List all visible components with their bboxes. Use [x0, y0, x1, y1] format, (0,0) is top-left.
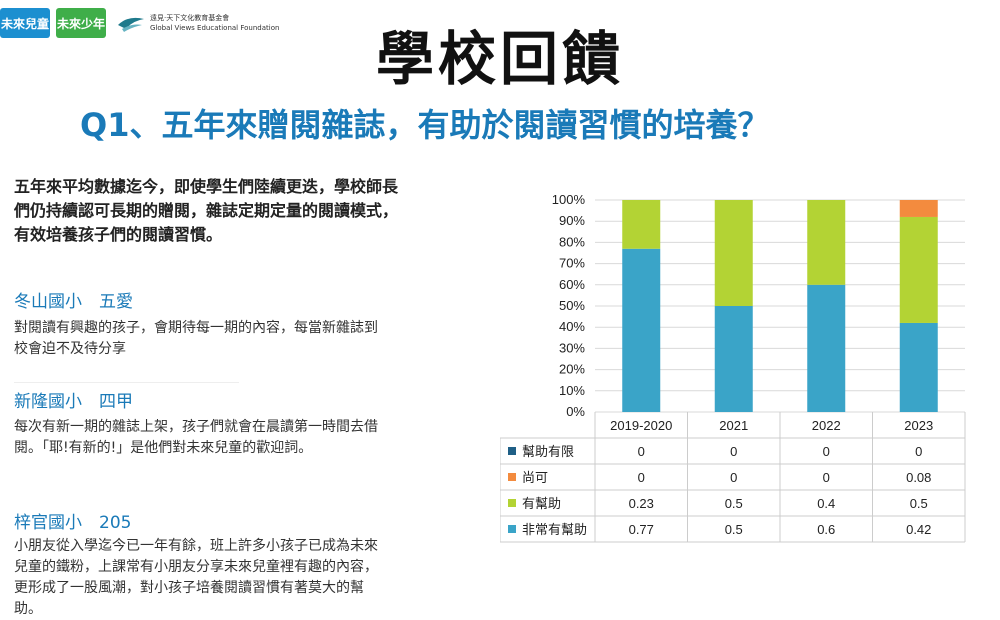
data-value-label: 0.5 — [725, 522, 743, 537]
y-tick-label: 0% — [566, 404, 585, 419]
future-teens-logo: 未來少年 — [56, 8, 106, 38]
y-tick-label: 80% — [559, 234, 585, 249]
legend-swatch — [508, 447, 516, 455]
question-heading: Q1、五年來贈閱雜誌，有助於閱讀習慣的培養？ — [80, 106, 770, 144]
data-value-label: 0.6 — [817, 522, 835, 537]
bar-segment — [714, 200, 753, 306]
bar-segment — [622, 200, 661, 249]
bar-segment — [622, 248, 661, 412]
future-kids-logo: 未來兒童 — [0, 8, 50, 38]
legend-label: 幫助有限 — [522, 444, 574, 460]
page-title: 學校回饋 — [375, 25, 624, 93]
data-value-label: 0.5 — [725, 496, 743, 511]
school-quote-3: 小朋友從入學迄今已一年有餘，班上許多小孩子已成為未來兒童的鐵粉，上課常有小朋友分… — [14, 538, 378, 617]
data-value-label: 0.77 — [629, 522, 654, 537]
y-tick-label: 60% — [559, 277, 585, 292]
intro-text: 五年來平均數據迄今，即使學生們陸續更迭，學校師長們仍持續認可長期的贈閱，雜誌定期… — [14, 177, 399, 244]
category-label: 2023 — [904, 418, 933, 433]
y-tick-label: 40% — [559, 319, 585, 334]
category-label: 2019-2020 — [610, 418, 672, 433]
bar-segment — [807, 200, 846, 285]
y-tick-label: 90% — [559, 213, 585, 228]
school-name-1: 冬山國小 五愛 — [14, 292, 133, 312]
bar-segment — [899, 322, 938, 412]
logo-bar: 未來兒童 未來少年 遠見‧天下文化教育基金會 Global Views Educ… — [0, 8, 279, 38]
bar-segment — [899, 200, 938, 217]
data-value-label: 0.23 — [629, 496, 654, 511]
data-value-label: 0 — [638, 470, 645, 485]
data-value-label: 0 — [638, 444, 645, 459]
y-tick-label: 30% — [559, 340, 585, 355]
y-tick-label: 10% — [559, 383, 585, 398]
y-tick-label: 50% — [559, 298, 585, 313]
legend-swatch — [508, 499, 516, 507]
foundation-name-zh: 遠見‧天下文化教育基金會 — [150, 14, 230, 22]
school-quote-2: 每次有新一期的雜誌上架，孩子們就會在晨讀第一時間去借閱。「耶!有新的!」是他們對… — [14, 419, 378, 456]
foundation-bird-icon — [118, 17, 144, 32]
bar-segment — [899, 216, 938, 323]
data-value-label: 0.5 — [910, 496, 928, 511]
bar-segment — [807, 284, 846, 412]
data-value-label: 0 — [823, 470, 830, 485]
data-value-label: 0 — [823, 444, 830, 459]
y-tick-label: 70% — [559, 256, 585, 271]
data-value-label: 0 — [730, 444, 737, 459]
bar-segment — [714, 306, 753, 412]
legend-label: 有幫助 — [522, 496, 561, 512]
school-name-2: 新隆國小 四甲 — [14, 392, 133, 412]
divider — [14, 382, 239, 383]
y-tick-label: 20% — [559, 362, 585, 377]
category-label: 2022 — [812, 418, 841, 433]
data-value-label: 0.42 — [906, 522, 931, 537]
school-name-3: 梓官國小 205 — [14, 513, 132, 533]
legend-label: 非常有幫助 — [522, 522, 587, 538]
legend-label: 尚可 — [522, 471, 548, 486]
data-value-label: 0 — [915, 444, 922, 459]
school-quote-1: 對閱讀有興趣的孩子，會期待每一期的內容，每當新雜誌到校會迫不及待分享 — [14, 320, 378, 357]
data-value-label: 0.08 — [906, 470, 931, 485]
y-tick-label: 100% — [552, 192, 586, 207]
legend-swatch — [508, 525, 516, 533]
foundation-logo: 遠見‧天下文化教育基金會 Global Views Educational Fo… — [116, 13, 279, 33]
category-label: 2021 — [719, 418, 748, 433]
data-value-label: 0 — [730, 470, 737, 485]
data-value-label: 0.4 — [817, 496, 835, 511]
legend-swatch — [508, 473, 516, 481]
stacked-bar-chart: 0% 10% 20% 30% 40% 50% 60% 70% 80% 90% 100% 2019-20… — [500, 192, 966, 543]
foundation-name-en: Global Views Educational Foundation — [150, 24, 280, 32]
